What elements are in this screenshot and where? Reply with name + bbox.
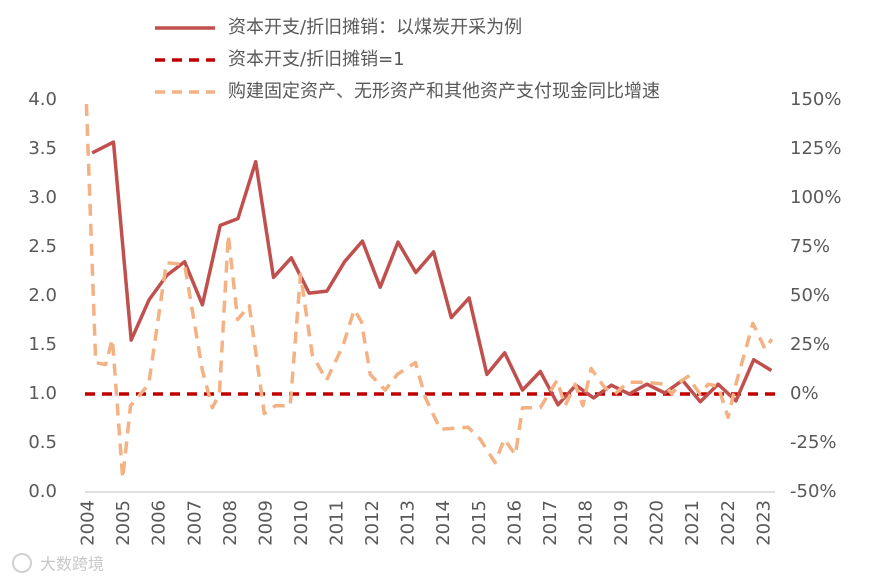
x-tick-label: 2010	[291, 500, 312, 546]
series-line	[84, 103, 774, 481]
x-tick-label: 2016	[504, 500, 525, 546]
watermark: 大数跨境	[40, 555, 104, 574]
y2-tick-label: 25%	[790, 334, 830, 355]
x-tick-label: 2004	[78, 500, 99, 546]
y2-tick-label: 50%	[790, 285, 830, 306]
y-tick-label: 3.5	[28, 138, 57, 159]
watermark-logo	[12, 553, 32, 573]
x-tick-label: 2012	[362, 500, 383, 546]
x-tick-label: 2013	[398, 500, 419, 546]
legend-label: 资本开支/折旧摊销=1	[228, 49, 405, 70]
x-tick-label: 2008	[220, 500, 241, 546]
y-tick-label: 2.5	[28, 236, 57, 257]
y2-tick-label: 125%	[790, 138, 841, 159]
x-tick-label: 2021	[682, 500, 703, 546]
y-tick-label: 2.0	[28, 285, 57, 306]
x-tick-label: 2006	[149, 500, 170, 546]
legend-label: 购建固定资产、无形资产和其他资产支付现金同比增速	[228, 81, 660, 102]
x-tick-label: 2005	[113, 500, 134, 546]
y2-tick-label: 0%	[790, 383, 819, 404]
x-tick-label: 2017	[540, 500, 561, 546]
y-tick-label: 4.0	[28, 89, 57, 110]
series-line	[91, 140, 773, 407]
y-tick-label: 1.5	[28, 334, 57, 355]
y2-tick-label: -50%	[790, 481, 837, 502]
legend-label: 资本开支/折旧摊销：以煤炭开采为例	[228, 17, 522, 38]
y-tick-label: 1.0	[28, 383, 57, 404]
x-tick-label: 2007	[184, 500, 205, 546]
x-tick-label: 2015	[469, 500, 490, 546]
y-tick-label: 3.0	[28, 187, 57, 208]
y2-tick-label: 75%	[790, 236, 830, 257]
y-tick-label: 0.0	[28, 481, 57, 502]
x-tick-label: 2014	[433, 500, 454, 546]
x-tick-label: 2018	[575, 500, 596, 546]
x-tick-label: 2019	[611, 500, 632, 546]
y-tick-label: 0.5	[28, 432, 57, 453]
y2-tick-label: 150%	[790, 89, 841, 110]
x-tick-label: 2020	[647, 500, 668, 546]
x-tick-label: 2023	[753, 500, 774, 546]
x-tick-label: 2009	[255, 500, 276, 546]
x-tick-label: 2011	[327, 500, 348, 546]
y2-tick-label: 100%	[790, 187, 841, 208]
y2-tick-label: -25%	[790, 432, 837, 453]
x-tick-label: 2022	[718, 500, 739, 546]
